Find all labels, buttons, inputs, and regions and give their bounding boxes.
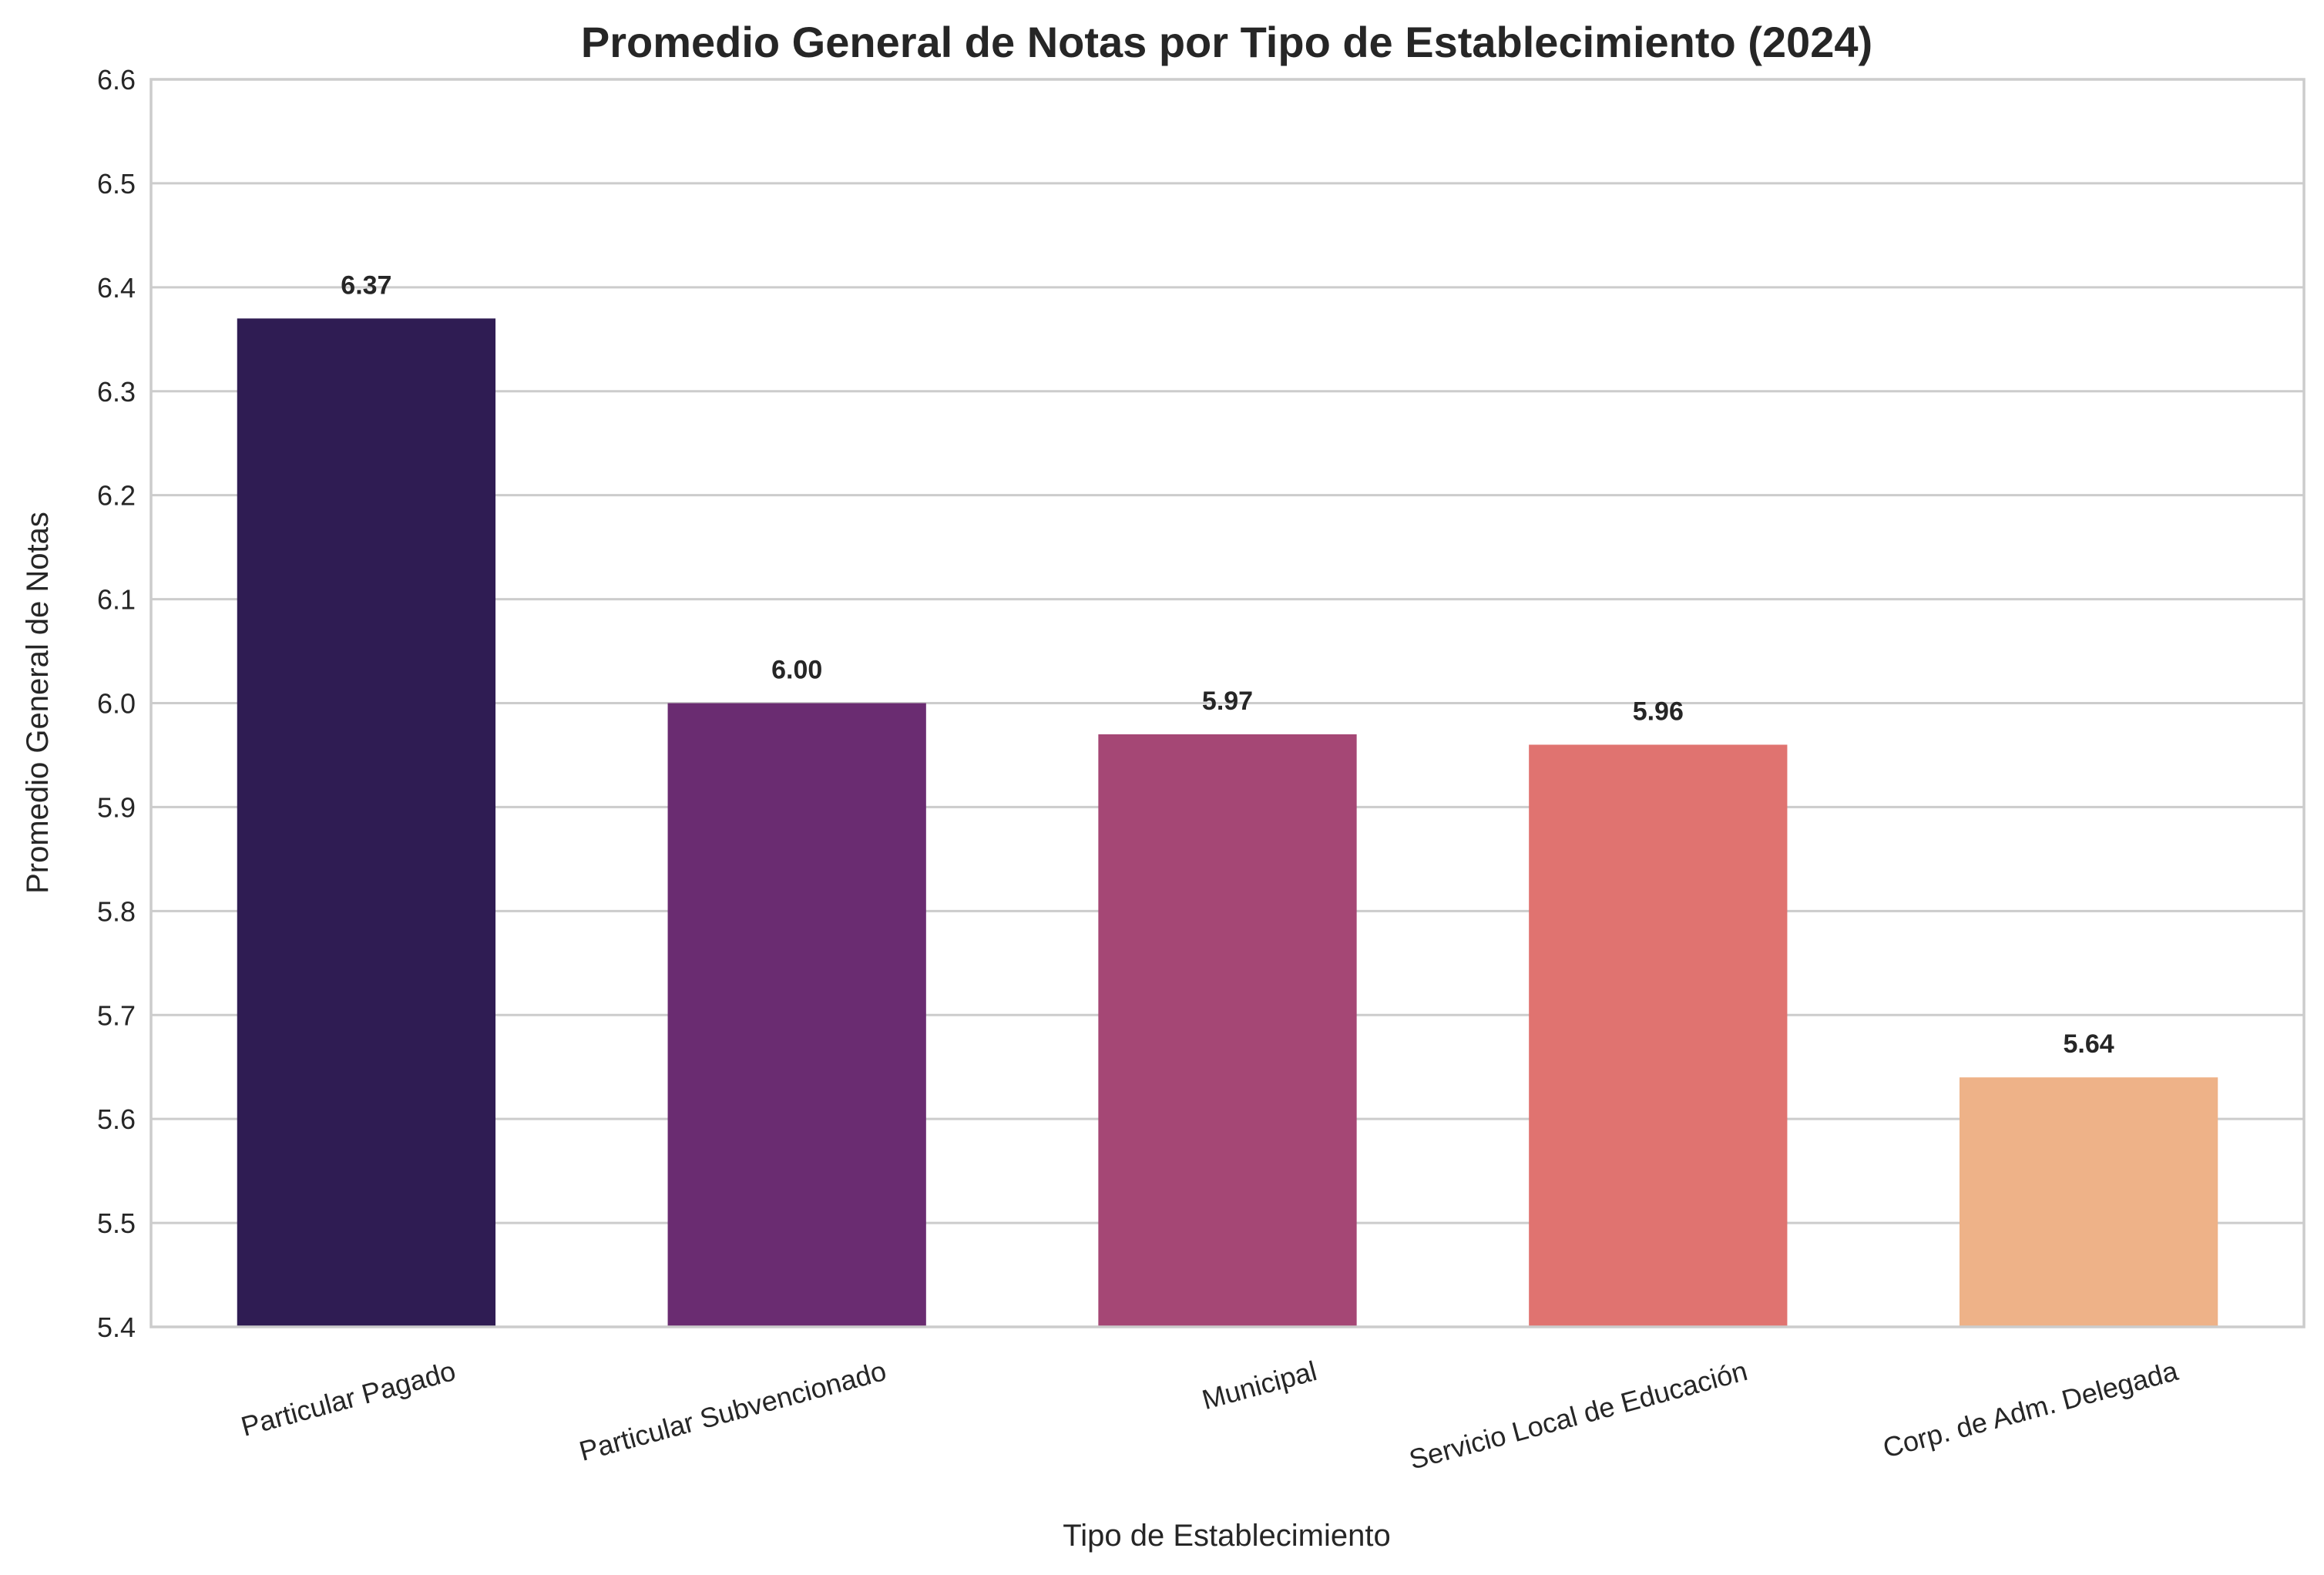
y-tick-label: 6.4 — [97, 272, 136, 304]
y-tick-label: 5.6 — [97, 1103, 136, 1135]
bar-value-label: 5.97 — [1202, 687, 1253, 716]
bar — [1529, 744, 1788, 1327]
data-labels: 6.37 6.00 5.97 5.96 5.64 — [341, 270, 2114, 1059]
bars — [237, 318, 2218, 1327]
y-axis-label: Promedio General de Notas — [21, 512, 55, 894]
y-tick-label: 5.9 — [97, 791, 136, 823]
bar-value-label: 5.64 — [2064, 1029, 2114, 1059]
bar — [1959, 1077, 2218, 1327]
y-tick-label: 6.0 — [97, 688, 136, 720]
y-tick-labels: 5.4 5.5 5.6 5.7 5.8 5.9 6.0 6.1 6.2 6.3 6.4 6.5 6.6 — [97, 64, 136, 1343]
chart-title: Promedio General de Notas por Tipo de Es… — [581, 18, 1872, 66]
y-tick-label: 5.7 — [97, 999, 136, 1031]
y-tick-label: 5.8 — [97, 895, 136, 927]
bar-value-label: 6.00 — [771, 656, 822, 685]
y-tick-label: 6.2 — [97, 480, 136, 512]
y-tick-label: 6.3 — [97, 376, 136, 408]
bar-value-label: 6.37 — [341, 270, 391, 300]
bar — [667, 703, 926, 1327]
bar-value-label: 5.96 — [1633, 697, 1684, 726]
x-tick-label: Municipal — [1199, 1355, 1321, 1415]
x-tick-label: Particular Pagado — [237, 1355, 458, 1442]
y-tick-label: 6.1 — [97, 584, 136, 616]
x-tick-label: Servicio Local de Educación — [1405, 1355, 1750, 1476]
y-tick-label: 6.6 — [97, 64, 136, 96]
x-tick-labels: Particular Pagado Particular Subvencionad… — [237, 1355, 2181, 1476]
bar — [1098, 734, 1357, 1327]
bar — [237, 318, 496, 1327]
x-tick-label: Corp. de Adm. Delegada — [1879, 1355, 2181, 1464]
y-tick-label: 5.5 — [97, 1207, 136, 1239]
x-axis-label: Tipo de Establecimiento — [1063, 1519, 1390, 1553]
x-tick-label: Particular Subvencionado — [576, 1355, 889, 1467]
plot-frame — [149, 78, 2306, 1328]
y-tick-label: 5.4 — [97, 1311, 136, 1343]
y-tick-label: 6.5 — [97, 168, 136, 200]
